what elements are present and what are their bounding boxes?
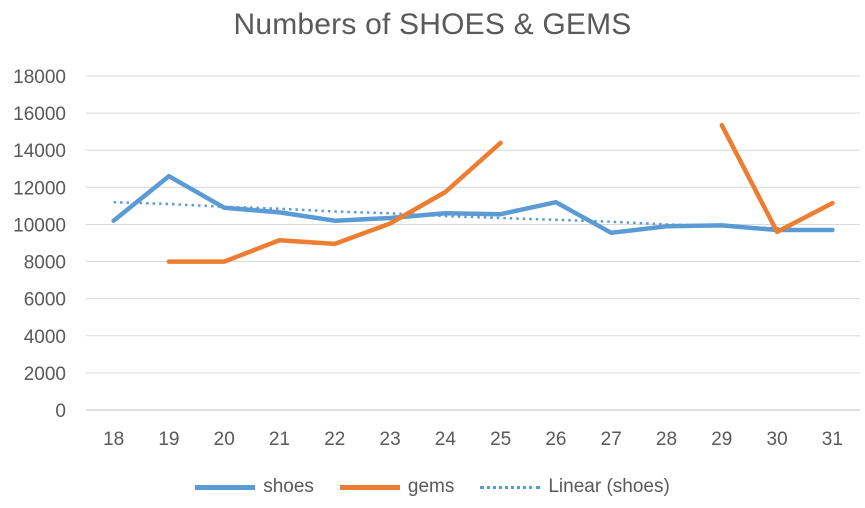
x-tick-label: 30 [767,429,788,450]
series-lines [111,122,835,264]
x-tick-label: 20 [214,429,235,450]
x-tick-label: 29 [711,429,732,450]
legend: shoes gems Linear (shoes) [0,476,865,498]
legend-item-gems: gems [339,476,455,498]
x-tick-label: 25 [490,429,511,450]
y-tick-label: 0 [55,401,66,422]
x-tick-label: 23 [380,429,401,450]
legend-swatch-shoes [195,484,256,490]
y-tick-label: 2000 [24,364,66,385]
legend-label-linear-shoes: Linear (shoes) [548,476,670,497]
x-tick-label: 19 [158,429,179,450]
y-axis-tick-labels: 0 2000 4000 6000 8000 10000 12000 14000 16000 180… [13,67,66,422]
series-line-gems [719,122,835,235]
legend-label-gems: gems [407,476,455,497]
x-tick-label: 24 [435,429,457,450]
x-tick-label: 28 [656,429,677,450]
y-tick-label: 8000 [24,253,66,274]
legend-swatch-linear-shoes [480,485,541,489]
x-tick-label: 26 [545,429,566,450]
gridlines [86,75,860,411]
series-line-shoes [111,173,835,236]
y-tick-label: 12000 [13,178,66,199]
series-line-gems [166,140,503,264]
x-tick-label: 21 [269,429,290,450]
x-tick-label: 18 [103,429,124,450]
legend-item-linear-shoes: Linear (shoes) [480,476,670,498]
x-axis-tick-labels: 18 19 20 21 22 23 24 25 26 27 28 29 30 31 [103,429,843,450]
y-tick-label: 6000 [24,290,66,311]
legend-swatch-gems [339,484,400,490]
x-tick-label: 22 [324,429,345,450]
y-tick-label: 4000 [24,327,66,348]
y-tick-label: 10000 [13,215,66,236]
x-tick-label: 27 [601,429,622,450]
legend-item-shoes: shoes [195,476,314,498]
x-tick-label: 31 [822,429,843,450]
legend-label-shoes: shoes [263,476,314,497]
y-tick-label: 14000 [13,141,66,162]
y-tick-label: 18000 [13,67,66,88]
y-tick-label: 16000 [13,104,66,125]
chart-title: Numbers of SHOES & GEMS [233,8,632,41]
